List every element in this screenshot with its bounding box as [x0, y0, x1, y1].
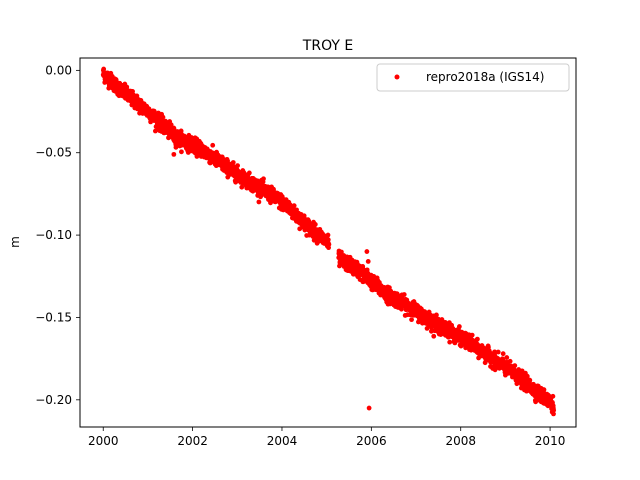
data-point: [456, 324, 462, 329]
data-point: [409, 317, 414, 323]
data-point: [365, 259, 371, 264]
data-point: [325, 232, 331, 238]
data-point: [541, 387, 547, 393]
data-points: [100, 66, 557, 417]
data-point: [512, 363, 518, 369]
data-point: [325, 237, 331, 243]
data-point: [246, 170, 252, 176]
data-point: [256, 199, 262, 205]
data-point: [101, 66, 107, 72]
y-tick-label: −0.10: [35, 228, 72, 242]
y-axis-label: m: [8, 236, 22, 248]
data-point: [469, 332, 475, 338]
legend-marker: [394, 74, 400, 80]
data-point: [171, 151, 177, 157]
data-point: [230, 160, 236, 165]
data-point: [366, 405, 372, 411]
data-point: [312, 222, 318, 227]
data-point: [551, 411, 556, 417]
y-tick-label: −0.05: [35, 146, 72, 160]
x-tick-label: 2004: [267, 434, 298, 448]
chart-title: TROY E: [302, 38, 353, 54]
y-axis-ticks: 0.00 −0.05 −0.10 −0.15 −0.20: [35, 63, 80, 407]
y-tick-label: −0.20: [35, 393, 72, 407]
data-point: [364, 249, 370, 254]
data-point: [291, 203, 297, 209]
data-point: [495, 349, 501, 355]
data-point: [326, 242, 332, 247]
data-point: [189, 135, 194, 140]
data-point: [424, 326, 430, 331]
data-point: [160, 114, 166, 120]
data-point: [492, 349, 498, 355]
data-point: [452, 340, 458, 346]
data-point: [533, 399, 539, 405]
legend-box: [376, 63, 570, 92]
data-point: [301, 213, 307, 219]
y-tick-label: −0.15: [35, 310, 72, 324]
axes-frame: [79, 57, 577, 428]
data-point: [447, 339, 453, 345]
data-point: [221, 160, 227, 166]
x-tick-label: 2000: [88, 434, 119, 448]
data-point: [551, 407, 557, 413]
data-point: [475, 336, 480, 342]
data-point: [173, 144, 179, 150]
data-point: [124, 84, 130, 90]
x-tick-label: 2010: [535, 434, 566, 448]
legend-label: repro2018a (IGS14): [426, 70, 544, 84]
data-point: [239, 184, 245, 190]
data-point: [504, 355, 510, 360]
data-point: [527, 377, 533, 383]
data-point: [339, 249, 344, 255]
data-point: [507, 358, 513, 364]
data-point: [261, 176, 266, 182]
x-tick-label: 2002: [177, 434, 208, 448]
x-axis-ticks: 2000 2002 2004 2006 2008 2010: [88, 427, 565, 448]
data-point: [168, 122, 174, 128]
y-tick-label: 0.00: [45, 63, 72, 77]
data-point: [550, 393, 556, 399]
data-point: [431, 333, 437, 339]
data-point: [225, 158, 231, 164]
x-tick-label: 2008: [445, 434, 476, 448]
data-point: [210, 142, 216, 148]
data-point: [235, 163, 240, 168]
data-point: [134, 93, 140, 99]
x-tick-label: 2006: [356, 434, 387, 448]
data-point: [401, 292, 407, 297]
data-point: [434, 312, 439, 318]
data-point: [179, 149, 184, 155]
data-point: [500, 351, 506, 357]
legend: repro2018a (IGS14): [376, 63, 570, 92]
